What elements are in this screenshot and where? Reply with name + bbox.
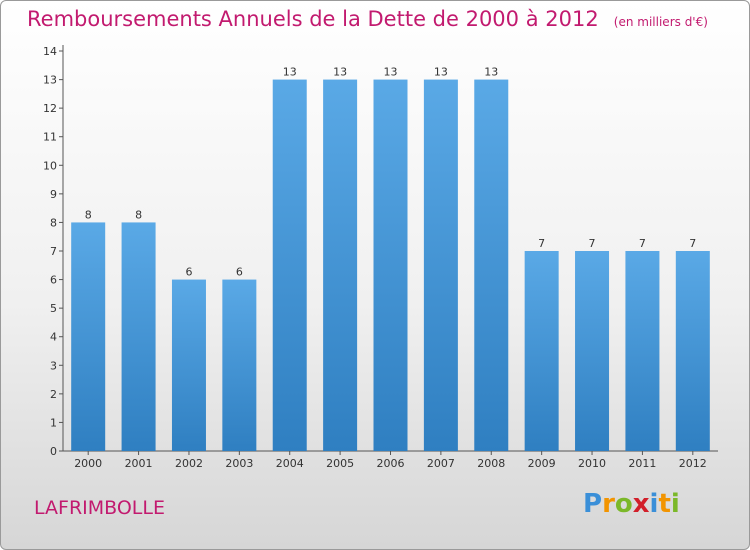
bar-value-label: 13	[333, 66, 347, 79]
bar	[625, 251, 660, 451]
y-tick-label: 1	[50, 416, 57, 429]
x-tick-label: 2007	[427, 457, 455, 470]
x-tick-label: 2006	[377, 457, 405, 470]
y-tick-label: 13	[43, 74, 57, 87]
bar	[474, 79, 509, 452]
y-tick-label: 8	[50, 216, 57, 229]
bar	[373, 79, 408, 452]
x-tick-label: 2005	[326, 457, 354, 470]
chart-title-block: Remboursements Annuels de la Dette de 20…	[27, 7, 708, 31]
logo-letter: x	[632, 489, 650, 519]
bar	[423, 79, 458, 452]
bar-value-label: 13	[283, 66, 297, 79]
bar-value-label: 8	[85, 208, 92, 221]
y-tick-label: 4	[50, 331, 57, 344]
y-tick-label: 6	[50, 274, 57, 287]
bar	[675, 251, 710, 451]
bar	[272, 79, 307, 452]
x-tick-label: 2004	[276, 457, 304, 470]
y-tick-label: 9	[50, 188, 57, 201]
bar	[71, 222, 106, 451]
bar	[323, 79, 358, 452]
y-tick-label: 3	[50, 359, 57, 372]
bar-value-label: 13	[434, 66, 448, 79]
chart-title: Remboursements Annuels de la Dette de 20…	[27, 7, 599, 31]
y-tick-label: 12	[43, 102, 57, 115]
bar	[222, 279, 257, 451]
y-tick-label: 10	[43, 159, 57, 172]
y-tick-label: 14	[43, 45, 57, 58]
bar	[121, 222, 156, 451]
chart-subtitle: (en milliers d'€)	[613, 15, 708, 29]
proxiti-logo: Proxiti	[583, 489, 680, 519]
x-tick-label: 2010	[578, 457, 606, 470]
bar-value-label: 7	[689, 237, 696, 250]
logo-letter: P	[583, 489, 603, 519]
bar-value-label: 13	[484, 66, 498, 79]
bar	[524, 251, 559, 451]
x-tick-label: 2008	[477, 457, 505, 470]
x-tick-label: 2012	[679, 457, 707, 470]
logo-letter: r	[602, 489, 615, 519]
logo-letter: t	[658, 489, 671, 519]
y-tick-label: 7	[50, 245, 57, 258]
bar-value-label: 7	[639, 237, 646, 250]
logo-letter: o	[614, 489, 633, 519]
y-tick-label: 0	[50, 445, 57, 458]
bar-value-label: 6	[236, 266, 243, 279]
logo-letter: i	[649, 489, 659, 519]
y-tick-label: 2	[50, 388, 57, 401]
x-tick-label: 2000	[74, 457, 102, 470]
commune-name: LAFRIMBOLLE	[34, 497, 165, 519]
y-tick-label: 11	[43, 131, 57, 144]
bar-value-label: 7	[538, 237, 545, 250]
bar	[171, 279, 206, 451]
x-tick-label: 2009	[528, 457, 556, 470]
logo-letter: i	[670, 489, 680, 519]
bar-value-label: 8	[135, 208, 142, 221]
bar-value-label: 7	[589, 237, 596, 250]
bar-value-label: 13	[384, 66, 398, 79]
x-tick-label: 2003	[225, 457, 253, 470]
y-tick-label: 5	[50, 302, 57, 315]
bar	[575, 251, 610, 451]
bar-value-label: 6	[185, 266, 192, 279]
x-tick-label: 2001	[125, 457, 153, 470]
x-tick-label: 2011	[628, 457, 656, 470]
x-tick-label: 2002	[175, 457, 203, 470]
